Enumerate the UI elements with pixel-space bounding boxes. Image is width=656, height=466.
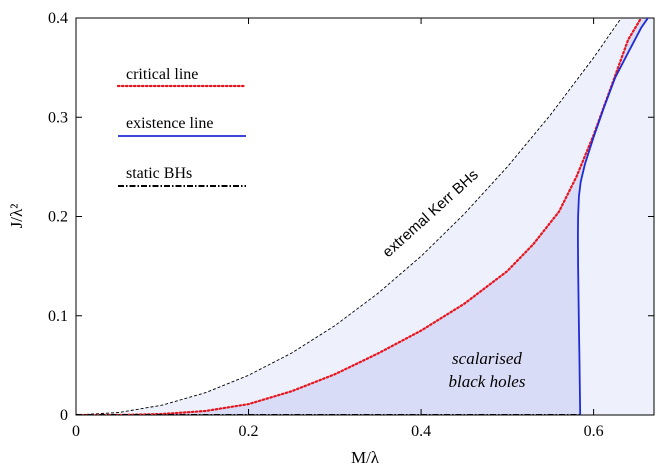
x-axis-ticks: 0 0.2 0.4 0.6 <box>72 18 604 440</box>
y-tick-label: 0.3 <box>48 109 68 126</box>
y-tick-label: 0.2 <box>48 209 68 226</box>
y-tick-label: 0.1 <box>48 308 68 325</box>
y-tick-label: 0 <box>60 407 68 424</box>
scalarised-region-shade <box>76 18 648 415</box>
y-axis-ticks: 0 0.1 0.2 0.3 0.4 <box>48 10 654 424</box>
x-axis-label: M/λ <box>351 448 380 466</box>
x-tick-label: 0.6 <box>584 423 604 440</box>
x-tick-label: 0.4 <box>411 423 431 440</box>
legend-label-critical: critical line <box>126 66 198 83</box>
x-tick-label: 0.2 <box>239 423 259 440</box>
region-label-line2: black holes <box>449 372 526 391</box>
legend-label-static: static BHs <box>126 165 192 182</box>
region-label-line1: scalarised <box>452 349 522 368</box>
legend: critical line existence line static BHs <box>116 66 248 187</box>
y-axis-label: J/λ² <box>7 204 26 229</box>
legend-label-existence: existence line <box>126 115 214 132</box>
x-tick-label: 0 <box>72 423 80 440</box>
y-tick-label: 0.4 <box>48 10 68 27</box>
existence-line <box>576 18 650 415</box>
